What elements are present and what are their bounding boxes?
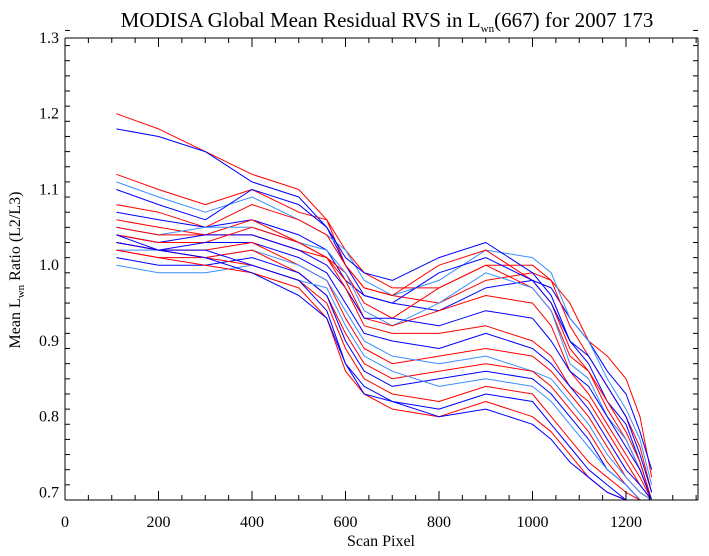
x-tick-label: 400 — [240, 514, 264, 531]
series-line-14 — [116, 242, 652, 500]
x-axis-label: Scan Pixel — [347, 533, 416, 550]
y-tick-label: 1.0 — [39, 257, 59, 274]
series-line-6 — [116, 204, 653, 500]
y-tick-label: 0.9 — [39, 333, 59, 350]
series-line-11 — [116, 234, 653, 500]
chart-title: MODISA Global Mean Residual RVS in Lwn(6… — [121, 8, 654, 35]
y-tick-label: 1.2 — [39, 106, 59, 123]
series-line-15 — [116, 249, 652, 500]
tick-labels: 0 200 400 600 800 1000 1200 0.7 0.8 0.9 1.0 1.1 1.2 1… — [39, 30, 642, 531]
series-line-1 — [116, 113, 653, 478]
x-tick-label: 200 — [147, 514, 171, 531]
y-tick-label: 0.7 — [39, 484, 59, 501]
series-line-12 — [116, 226, 653, 500]
x-tick-label: 1200 — [610, 514, 642, 531]
series-line-20 — [116, 234, 652, 500]
series-line-13 — [116, 242, 653, 500]
y-tick-label: 1.1 — [39, 181, 59, 198]
series-line-4 — [116, 181, 653, 486]
series-line-21 — [116, 249, 652, 500]
y-tick-label: 0.8 — [39, 409, 59, 426]
series-line-9 — [116, 226, 653, 500]
series-line-19 — [116, 242, 652, 500]
x-tick-label: 1000 — [517, 514, 549, 531]
series-lines — [116, 113, 653, 500]
y-tick-label: 1.3 — [39, 30, 59, 47]
series-line-22 — [116, 242, 652, 500]
series-line-3 — [116, 173, 653, 493]
x-tick-label: 800 — [427, 514, 451, 531]
axes — [64, 37, 699, 501]
x-tick-label: 600 — [334, 514, 358, 531]
y-axis-label: Mean Lwn Ratio (L2/L3) — [7, 192, 27, 349]
series-line-8 — [116, 219, 653, 500]
series-line-7 — [116, 211, 653, 493]
x-tick-label: 0 — [61, 514, 69, 531]
series-line-10 — [116, 226, 653, 500]
series-line-16 — [116, 249, 652, 500]
tick-marks — [64, 29, 698, 501]
